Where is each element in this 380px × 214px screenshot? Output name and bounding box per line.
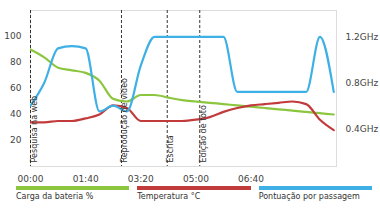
svg-text:05:00: 05:00 xyxy=(183,174,209,184)
svg-text:Edição de foto: Edição de foto xyxy=(199,105,208,162)
svg-text:100: 100 xyxy=(4,31,21,41)
svg-text:0.4GHz: 0.4GHz xyxy=(346,124,379,134)
html-text:Temperatura °C: Temperatura °C xyxy=(137,192,201,201)
svg-text:60: 60 xyxy=(10,83,22,93)
svg-text:Escrita: Escrita xyxy=(166,135,175,162)
html-text:Pontuação por passagem: Pontuação por passagem xyxy=(258,192,360,201)
svg-text:1.2GHz: 1.2GHz xyxy=(346,32,379,42)
svg-text:06:40: 06:40 xyxy=(238,174,264,184)
svg-text:0.8GHz: 0.8GHz xyxy=(346,78,379,88)
svg-text:80: 80 xyxy=(10,57,22,67)
svg-text:01:40: 01:40 xyxy=(73,174,99,184)
svg-text:20: 20 xyxy=(10,135,22,145)
svg-text:Reprodução de vídeo: Reprodução de vídeo xyxy=(120,78,129,163)
html-text:Carga da bateria %: Carga da bateria % xyxy=(16,192,94,201)
svg-text:00:00: 00:00 xyxy=(18,174,44,184)
svg-text:Pesquisa na web: Pesquisa na web xyxy=(30,96,39,163)
svg-text:40: 40 xyxy=(10,109,22,119)
svg-text:03:20: 03:20 xyxy=(128,174,154,184)
